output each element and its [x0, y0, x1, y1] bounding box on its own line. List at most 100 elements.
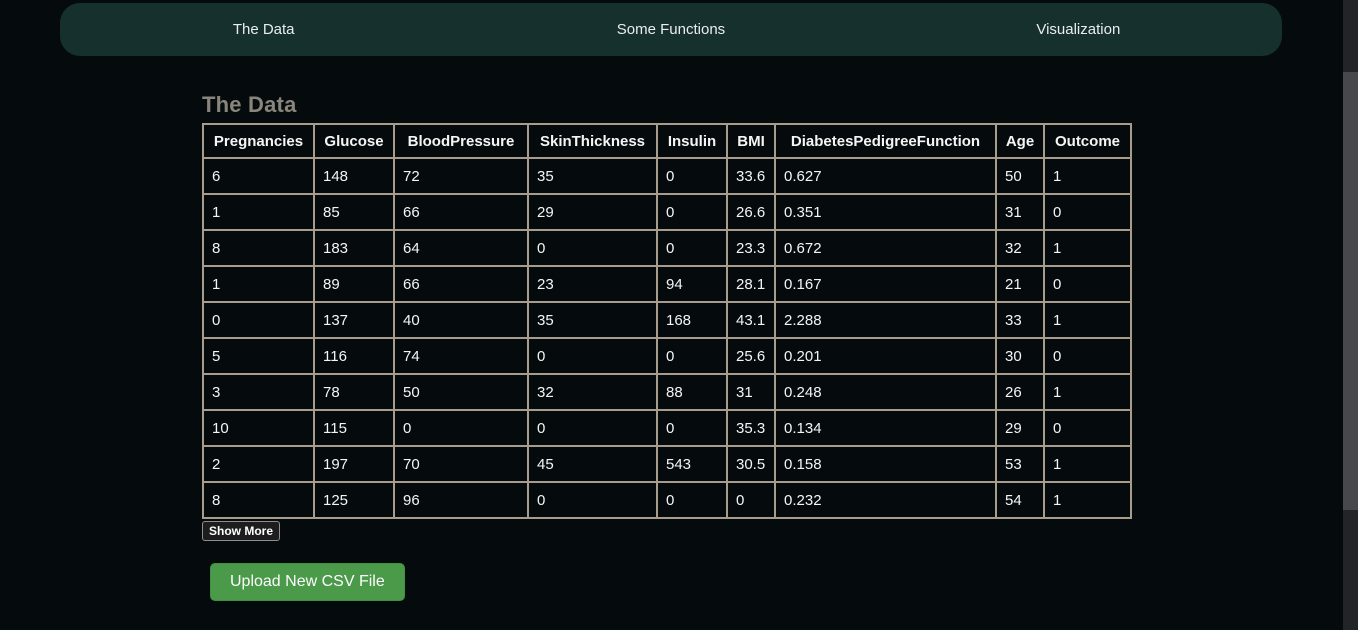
table-header-cell: Pregnancies: [202, 123, 315, 159]
table-cell: 1: [1043, 373, 1132, 411]
table-cell: 0: [726, 481, 776, 519]
table-row: 1 85 66 29 0 26.6 0.351 31 0: [202, 193, 1132, 231]
table-header-cell: Outcome: [1043, 123, 1132, 159]
table-cell: 0: [202, 301, 315, 339]
table-row: 1 89 66 23 94 28.1 0.167 21 0: [202, 265, 1132, 303]
table-cell: 1: [1043, 157, 1132, 195]
table-cell: 94: [656, 265, 728, 303]
table-cell: 26.6: [726, 193, 776, 231]
table-cell: 35: [527, 301, 658, 339]
table-cell: 78: [313, 373, 395, 411]
table-cell: 33.6: [726, 157, 776, 195]
table-cell: 29: [995, 409, 1045, 447]
table-cell: 0: [656, 193, 728, 231]
table-cell: 168: [656, 301, 728, 339]
table-cell: 0: [527, 481, 658, 519]
table-cell: 74: [393, 337, 529, 375]
table-cell: 45: [527, 445, 658, 483]
table-cell: 0: [1043, 409, 1132, 447]
upload-csv-button[interactable]: Upload New CSV File: [210, 563, 405, 601]
table-row: 8 183 64 0 0 23.3 0.672 32 1: [202, 229, 1132, 267]
table-cell: 33: [995, 301, 1045, 339]
table-header-cell: DiabetesPedigreeFunction: [774, 123, 997, 159]
table-cell: 1: [202, 265, 315, 303]
table-row: 3 78 50 32 88 31 0.248 26 1: [202, 373, 1132, 411]
table-cell: 0.627: [774, 157, 997, 195]
table-cell: 0: [1043, 265, 1132, 303]
table-cell: 35.3: [726, 409, 776, 447]
table-cell: 26: [995, 373, 1045, 411]
table-cell: 40: [393, 301, 529, 339]
table-cell: 8: [202, 229, 315, 267]
table-cell: 137: [313, 301, 395, 339]
table-cell: 28.1: [726, 265, 776, 303]
table-cell: 66: [393, 193, 529, 231]
table-cell: 50: [995, 157, 1045, 195]
nav-tab-the-data[interactable]: The Data: [232, 21, 295, 38]
table-cell: 0.167: [774, 265, 997, 303]
vertical-scrollbar-track[interactable]: [1343, 0, 1358, 630]
table-cell: 0.232: [774, 481, 997, 519]
table-cell: 85: [313, 193, 395, 231]
show-more-button[interactable]: Show More: [202, 521, 281, 541]
table-cell: 125: [313, 481, 395, 519]
table-row: 10 115 0 0 0 35.3 0.134 29 0: [202, 409, 1132, 447]
table-cell: 88: [656, 373, 728, 411]
table-cell: 5: [202, 337, 315, 375]
table-header-cell: SkinThickness: [527, 123, 658, 159]
table-header-cell: BMI: [726, 123, 776, 159]
table-cell: 0: [656, 229, 728, 267]
table-cell: 8: [202, 481, 315, 519]
table-body: 6 148 72 35 0 33.6 0.627 50 1 1 85 66 29 0 26.6 0.351 31…: [202, 157, 1132, 519]
table-cell: 0: [1043, 337, 1132, 375]
table-cell: 0: [656, 157, 728, 195]
table-cell: 35: [527, 157, 658, 195]
table-cell: 30: [995, 337, 1045, 375]
table-cell: 116: [313, 337, 395, 375]
table-cell: 0.351: [774, 193, 997, 231]
table-cell: 31: [995, 193, 1045, 231]
table-cell: 25.6: [726, 337, 776, 375]
table-row: 8 125 96 0 0 0 0.232 54 1: [202, 481, 1132, 519]
table-cell: 2: [202, 445, 315, 483]
table-cell: 64: [393, 229, 529, 267]
table-cell: 0: [656, 409, 728, 447]
table-cell: 6: [202, 157, 315, 195]
table-cell: 43.1: [726, 301, 776, 339]
table-row: 2 197 70 45 543 30.5 0.158 53 1: [202, 445, 1132, 483]
table-cell: 0: [393, 409, 529, 447]
nav-tab-visualization[interactable]: Visualization: [1036, 21, 1121, 38]
table-cell: 21: [995, 265, 1045, 303]
table-cell: 0: [1043, 193, 1132, 231]
table-header-cell: Glucose: [313, 123, 395, 159]
table-header-cell: Age: [995, 123, 1045, 159]
table-cell: 115: [313, 409, 395, 447]
table-cell: 54: [995, 481, 1045, 519]
table-cell: 29: [527, 193, 658, 231]
table-cell: 543: [656, 445, 728, 483]
table-cell: 1: [1043, 445, 1132, 483]
table-header-cell: BloodPressure: [393, 123, 529, 159]
table-cell: 0: [527, 337, 658, 375]
table-cell: 30.5: [726, 445, 776, 483]
table-cell: 2.288: [774, 301, 997, 339]
table-header-row: Pregnancies Glucose BloodPressure SkinThick…: [202, 123, 1132, 159]
top-navigation: The Data Some Functions Visualization: [60, 3, 1282, 56]
table-cell: 0.134: [774, 409, 997, 447]
vertical-scrollbar-thumb[interactable]: [1343, 72, 1358, 510]
table-cell: 70: [393, 445, 529, 483]
table-cell: 0.672: [774, 229, 997, 267]
nav-tab-some-functions[interactable]: Some Functions: [616, 21, 726, 38]
table-cell: 0.201: [774, 337, 997, 375]
table-cell: 0.248: [774, 373, 997, 411]
table-cell: 66: [393, 265, 529, 303]
table-row: 6 148 72 35 0 33.6 0.627 50 1: [202, 157, 1132, 195]
table-cell: 23.3: [726, 229, 776, 267]
table-cell: 1: [202, 193, 315, 231]
table-cell: 89: [313, 265, 395, 303]
table-cell: 23: [527, 265, 658, 303]
table-cell: 183: [313, 229, 395, 267]
table-cell: 0: [527, 229, 658, 267]
table-cell: 0: [527, 409, 658, 447]
table-row: 5 116 74 0 0 25.6 0.201 30 0: [202, 337, 1132, 375]
